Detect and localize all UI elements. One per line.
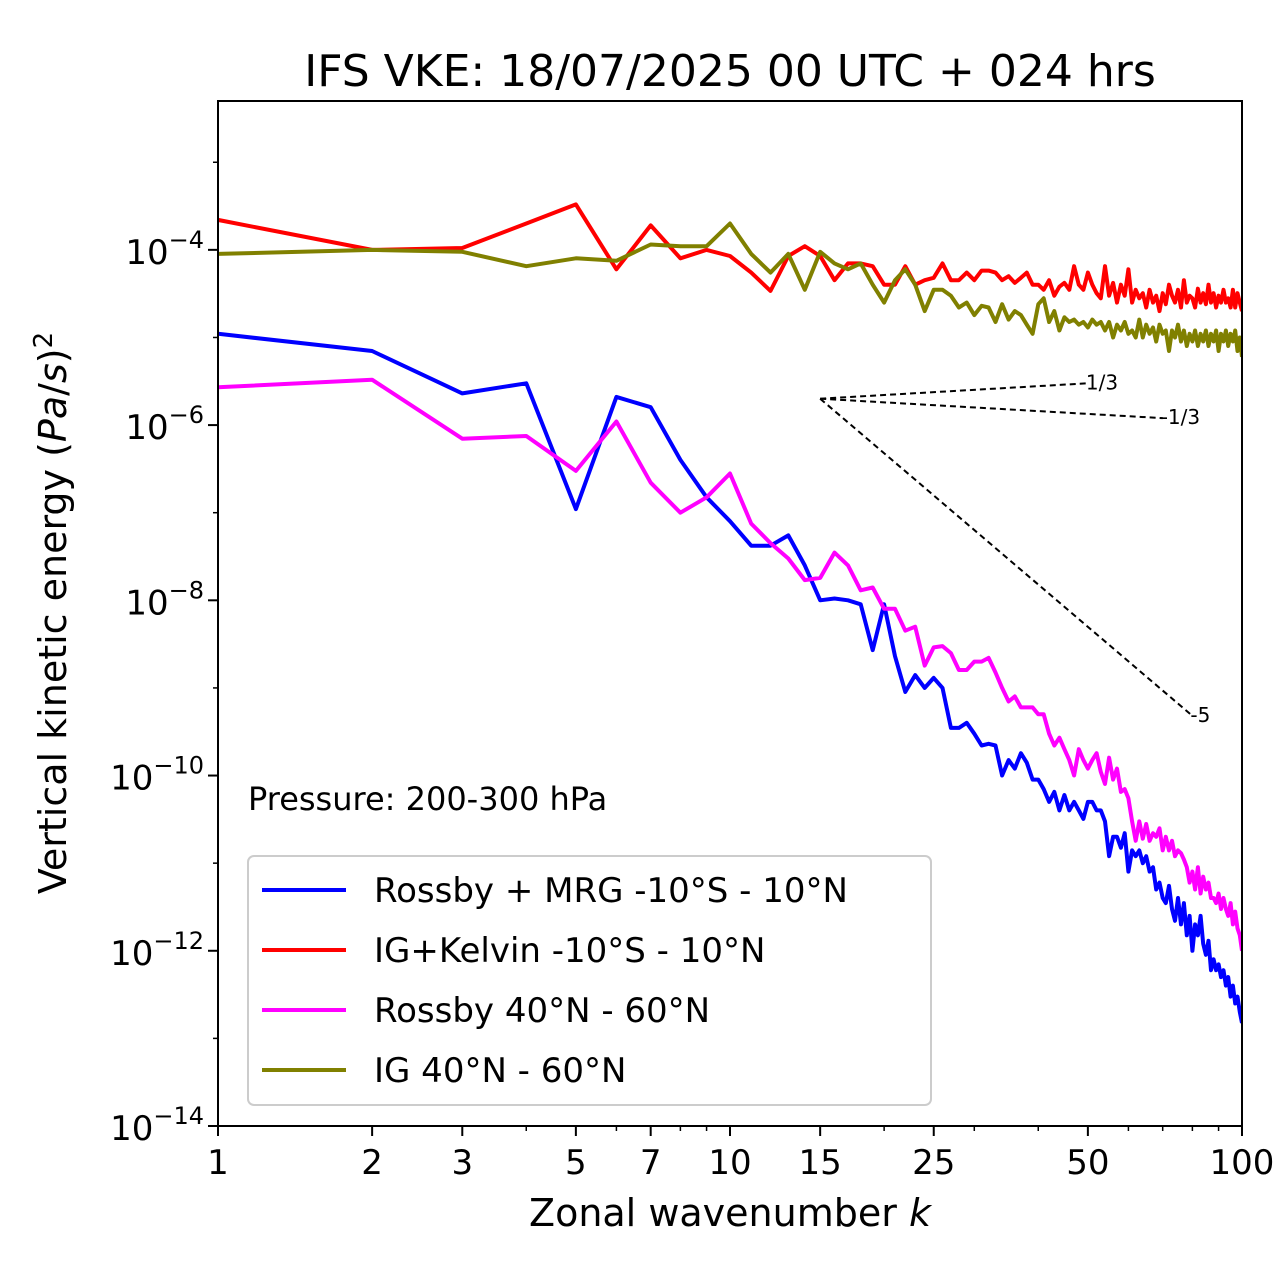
x-tick-label: 25	[912, 1143, 955, 1183]
x-tick-label: 5	[565, 1143, 587, 1183]
reference-slopes: 1/3 -1/3 -5	[819, 370, 1210, 727]
y-tick-label: 10−6	[125, 401, 204, 448]
series-line-4	[218, 221, 1242, 358]
reference-slope-label-2: -1/3	[1161, 405, 1200, 429]
reference-slope-line-1	[820, 382, 1088, 400]
series-layer	[218, 202, 1242, 1024]
x-tick-label: 100	[1210, 1143, 1275, 1183]
x-tick-label: 10	[708, 1143, 751, 1183]
y-tick-label: 10−10	[110, 752, 204, 799]
plot-area: 1/3 -1/3 -5	[218, 202, 1242, 1024]
x-tick-label: 2	[361, 1143, 383, 1183]
reference-slope-label-1: 1/3	[1086, 370, 1118, 394]
legend-label-1: Rossby + MRG -10°S - 10°N	[374, 871, 848, 911]
x-tick-label: 15	[799, 1143, 842, 1183]
x-tick-label: 50	[1066, 1143, 1109, 1183]
chart-title: IFS VKE: 18/07/2025 00 UTC + 024 hrs	[304, 46, 1156, 97]
legend-label-3: Rossby 40°N - 60°N	[374, 991, 710, 1031]
x-tick-label: 3	[451, 1143, 473, 1183]
y-tick-label: 10−12	[110, 927, 204, 974]
y-tick-label: 10−14	[110, 1102, 204, 1149]
legend: Rossby + MRG -10°S - 10°N IG+Kelvin -10°S…	[247, 855, 932, 1106]
y-tick-label: 10−4	[125, 226, 204, 273]
series-line-2	[218, 202, 1242, 314]
x-axis-label: Zonal wavenumber k	[529, 1191, 933, 1235]
y-axis-label: Vertical kinetic energy (Pa/s)2	[29, 332, 75, 894]
y-axis: 10−14 10−12 10−10 10−8 10−6 10−4	[110, 161, 218, 1149]
y-tick-label: 10−8	[125, 576, 204, 623]
pressure-annotation: Pressure: 200-300 hPa	[248, 780, 607, 818]
reference-slope-label-3: -5	[1190, 703, 1210, 727]
x-tick-label: 1	[207, 1143, 229, 1183]
x-axis: 1 2 3 5 7 10 15 25 50 100	[207, 1126, 1274, 1183]
x-tick-label: 7	[640, 1143, 662, 1183]
legend-label-4: IG 40°N - 60°N	[374, 1051, 626, 1091]
series-line-3	[218, 377, 1242, 952]
reference-slope-line-3	[819, 397, 1194, 717]
series-line-1	[218, 331, 1242, 1024]
reference-slope-line-2	[820, 397, 1163, 420]
legend-box	[247, 855, 932, 1106]
legend-label-2: IG+Kelvin -10°S - 10°N	[374, 931, 765, 971]
